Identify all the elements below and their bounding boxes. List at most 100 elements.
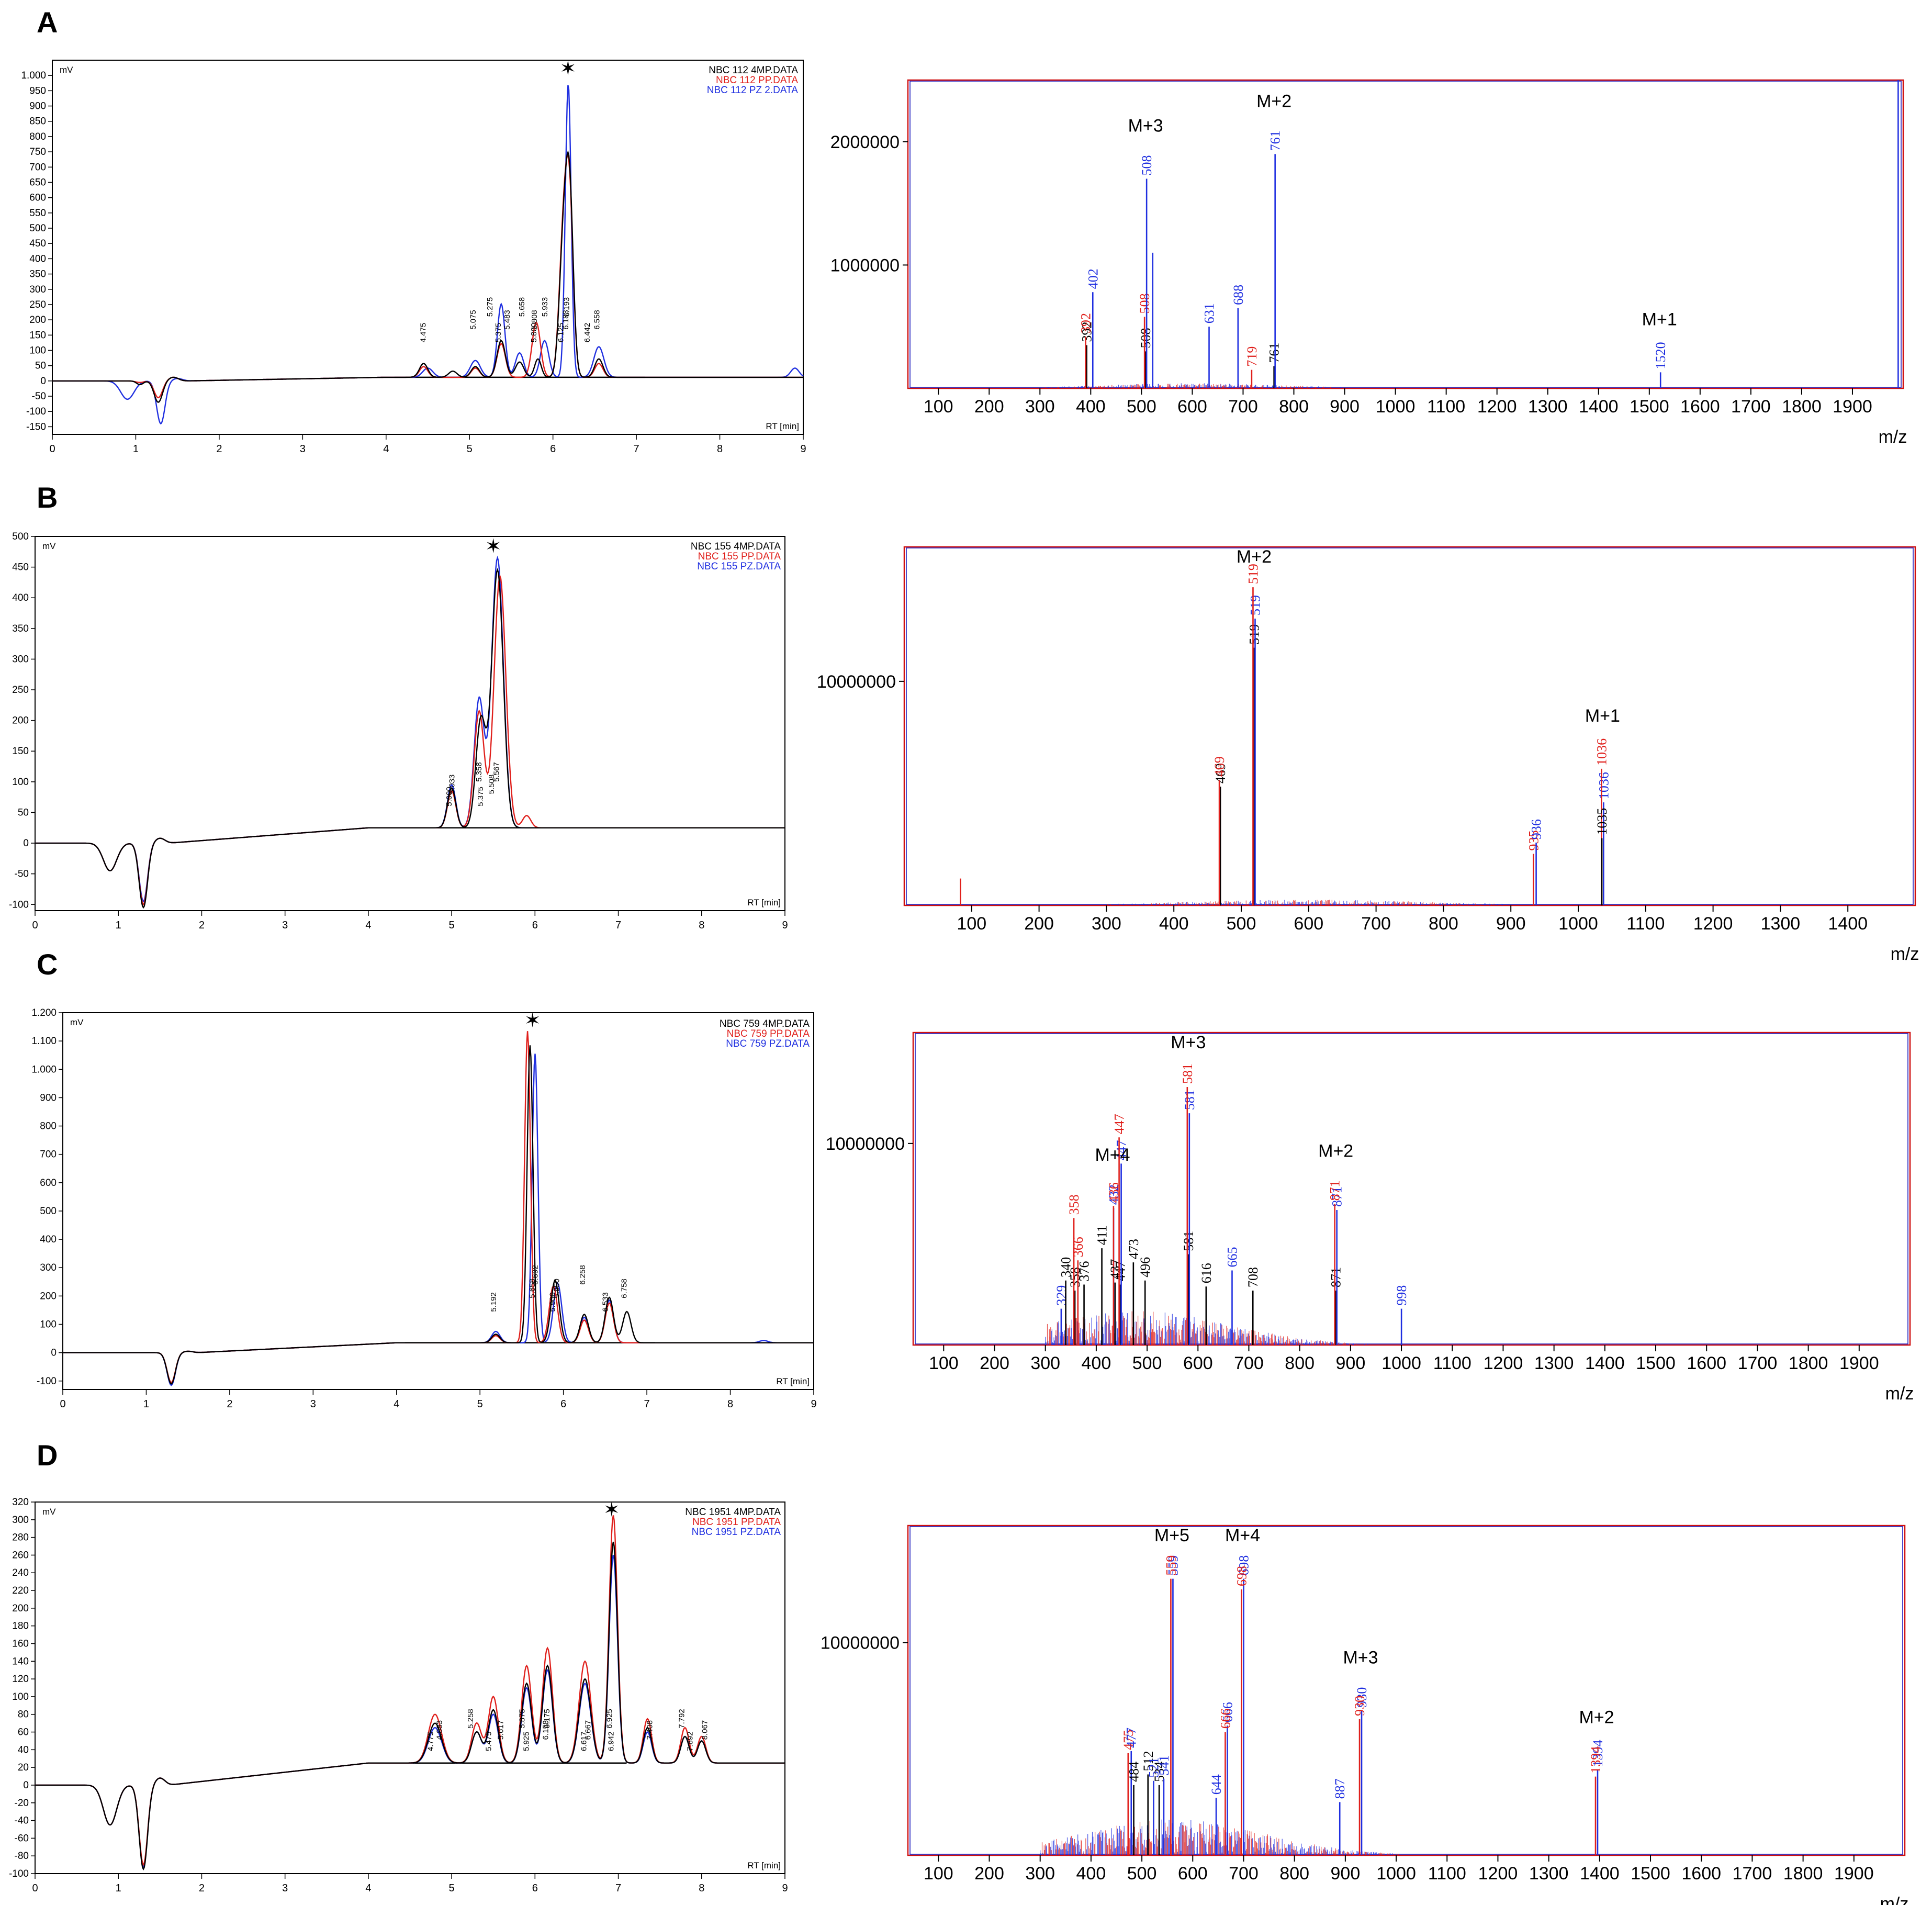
ms-peak-label: 534 xyxy=(1152,1762,1167,1782)
x-tick-label: 700 xyxy=(1234,1353,1264,1373)
plot-frame-inner xyxy=(909,81,1902,388)
peak-rt-label: 6.175 xyxy=(543,1709,552,1729)
x-tick-label: 400 xyxy=(1076,1864,1106,1884)
ms-peak-label: 935 xyxy=(1526,831,1541,851)
ms-peak-label: 358 xyxy=(1068,1267,1083,1287)
trace-blue xyxy=(63,1054,814,1386)
x-tick-label: 4 xyxy=(365,920,371,931)
panel-letter-b: B xyxy=(37,481,58,514)
x-tick-label: 1 xyxy=(143,1398,149,1410)
peak-rt-label: 5.475 xyxy=(485,1731,493,1751)
peak-rt-label: 5.658 xyxy=(518,297,526,317)
y-tick-label: 600 xyxy=(40,1178,57,1189)
ion-annotation: M+4 xyxy=(1225,1526,1260,1545)
ms-peak-label: 1394 xyxy=(1590,1740,1605,1767)
y-tick-label: 100 xyxy=(40,1319,57,1330)
legend-entry-pz: NBC 155 PZ.DATA xyxy=(697,561,781,572)
x-tick-label: 9 xyxy=(782,920,788,931)
y-tick-label: 0 xyxy=(23,838,29,849)
x-tick-label: 2 xyxy=(216,443,222,455)
y-tick-label: 150 xyxy=(12,746,29,757)
ms-peak-label: 887 xyxy=(1332,1778,1347,1799)
y-tick-label: 300 xyxy=(12,654,29,665)
ms-peak-label: 340 xyxy=(1059,1257,1074,1278)
x-tick-label: 1200 xyxy=(1484,1353,1523,1373)
y-tick-label: 800 xyxy=(29,131,46,142)
ms-peak-label: 392 xyxy=(1079,313,1094,333)
x-tick-label: 5 xyxy=(449,1882,455,1894)
x-tick-label: 6 xyxy=(532,1882,538,1894)
x-tick-label: 1700 xyxy=(1731,397,1771,417)
x-tick-label: 1400 xyxy=(1585,1353,1625,1373)
y-tick-label: 20 xyxy=(18,1762,29,1773)
ms-peak-label: 871 xyxy=(1329,1267,1344,1287)
y-tick-label: 0 xyxy=(51,1348,57,1359)
ms-peak-label: 447 xyxy=(1114,1140,1129,1160)
x-tick-label: 600 xyxy=(1177,397,1207,417)
legend-entry-pz: NBC 112 PZ 2.DATA xyxy=(707,85,799,96)
y-tick-label: 200 xyxy=(29,315,46,326)
y-tick-label: 1000000 xyxy=(830,255,900,275)
x-unit-label: RT [min] xyxy=(747,898,781,907)
legend-entry-4mp: NBC 1951 4MP.DATA xyxy=(685,1507,781,1518)
main-peak-star: ✶ xyxy=(559,58,576,80)
peak-rt-label: 6.442 xyxy=(583,323,592,343)
ion-annotation: M+4 xyxy=(1095,1145,1130,1165)
x-tick-label: 1700 xyxy=(1733,1864,1772,1884)
ms-peak-label: 519 xyxy=(1245,564,1261,584)
ms-peak-label: 541 xyxy=(1156,1755,1172,1776)
x-tick-label: 1 xyxy=(133,443,139,455)
peak-rt-label: 5.000 xyxy=(445,787,454,806)
peak-rt-label: 5.033 xyxy=(447,775,456,794)
peak-rt-label: 5.950 xyxy=(553,1279,561,1298)
plot-frame-inner xyxy=(909,1526,1903,1855)
x-tick-label: 1400 xyxy=(1828,914,1868,934)
ms-peak-label: 698 xyxy=(1234,1566,1250,1586)
x-tick-label: 700 xyxy=(1229,1864,1259,1884)
x-tick-label: 100 xyxy=(957,914,986,934)
ms-peak-label: 719 xyxy=(1244,346,1260,367)
x-axis-label: m/z xyxy=(1885,1384,1914,1404)
x-tick-label: 400 xyxy=(1082,1353,1111,1373)
y-tick-label: 50 xyxy=(18,807,29,818)
y-tick-label: 250 xyxy=(29,299,46,310)
legend-entry-pp: NBC 112 PP.DATA xyxy=(716,75,798,86)
y-tick-label: -80 xyxy=(15,1851,29,1862)
y-tick-label: -100 xyxy=(37,1376,57,1387)
y-tick-label: 700 xyxy=(40,1149,57,1160)
x-tick-label: 1400 xyxy=(1580,1864,1620,1884)
legend-entry-pp: NBC 155 PP.DATA xyxy=(698,551,781,562)
x-tick-label: 900 xyxy=(1331,1864,1361,1884)
peak-rt-label: 6.158 xyxy=(541,1720,550,1740)
peak-rt-label: 5.258 xyxy=(466,1709,475,1729)
ms-peak-label: 376 xyxy=(1077,1261,1092,1281)
plot-frame-inner xyxy=(915,1033,1908,1344)
ms-peak-label: 496 xyxy=(1138,1257,1153,1278)
panel-letter-a: A xyxy=(37,6,58,39)
y-tick-label: 140 xyxy=(12,1656,29,1667)
y-tick-label: 160 xyxy=(12,1638,29,1649)
legend-entry-pp: NBC 759 PP.DATA xyxy=(727,1028,810,1039)
y-tick-label: 800 xyxy=(40,1121,57,1132)
x-unit-label: RT [min] xyxy=(766,421,799,431)
peak-rt-label: 5.358 xyxy=(475,762,484,782)
y-tick-label: 400 xyxy=(12,592,29,603)
y-tick-label: 700 xyxy=(29,162,46,173)
x-tick-label: 2 xyxy=(199,1882,205,1894)
x-tick-label: 6 xyxy=(560,1398,566,1410)
main-peak-star: ✶ xyxy=(524,1010,541,1032)
y-tick-label: 100 xyxy=(12,777,29,788)
peak-rt-label: 5.192 xyxy=(489,1292,498,1312)
peak-rt-label: 7.792 xyxy=(678,1709,687,1729)
x-tick-label: 1200 xyxy=(1693,914,1733,934)
ms-peak-label: 1036 xyxy=(1594,738,1609,766)
x-tick-label: 1300 xyxy=(1534,1353,1574,1373)
y-tick-label: 450 xyxy=(12,562,29,573)
x-tick-label: 1900 xyxy=(1834,1864,1874,1884)
x-tick-label: 100 xyxy=(924,397,953,417)
y-tick-label: 550 xyxy=(29,208,46,219)
x-tick-label: 1900 xyxy=(1839,1353,1879,1373)
